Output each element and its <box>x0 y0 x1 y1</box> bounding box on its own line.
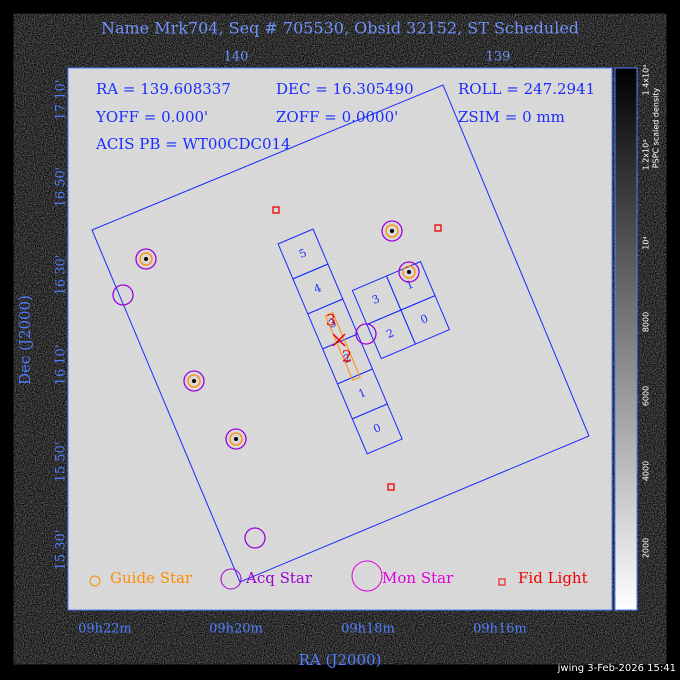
x-tick-label: 09h20m <box>209 622 263 637</box>
chip-label: 4 <box>312 281 324 296</box>
star <box>407 270 411 274</box>
x-tick-label: 09h16m <box>473 622 527 637</box>
star <box>144 257 148 261</box>
info-text: ROLL = 247.2941 <box>458 80 595 98</box>
star <box>192 379 196 383</box>
chip-label: 2 <box>342 351 354 366</box>
y-tick-label: 17 10' <box>54 80 69 121</box>
chip-label: 5 <box>297 246 309 261</box>
star <box>390 229 394 233</box>
legend-label: Guide Star <box>110 569 193 587</box>
info-text: YOFF = 0.000' <box>95 108 208 126</box>
guide-star <box>139 252 153 266</box>
acq-star <box>244 527 266 549</box>
guide-star <box>402 265 416 279</box>
footer: jwing 3-Feb-2026 15:41 <box>557 663 676 674</box>
legend-symbol <box>220 568 242 590</box>
chip <box>351 403 403 455</box>
colorbar-tick-label: 6000 <box>642 386 651 406</box>
legend: Guide Star Acq Star Mon Star Fid Light <box>89 560 588 592</box>
colorbar-tick-label: 10⁴ <box>642 236 651 249</box>
info-text: ACIS PB = WT00CDC014 <box>95 135 291 153</box>
title: Name Mrk704, Seq # 705530, Obsid 32152, … <box>101 19 579 38</box>
stars <box>112 206 442 549</box>
chip-array: 3 1 2 0 <box>351 260 451 360</box>
fid-light <box>387 483 395 491</box>
chip-label: 3 <box>327 316 339 331</box>
x-tick-label: 09h22m <box>78 622 132 637</box>
colorbar-ramp <box>614 67 638 611</box>
legend-symbol <box>498 578 506 586</box>
acq-star <box>381 220 403 242</box>
legend-symbol <box>89 575 101 587</box>
acq-star <box>355 323 377 345</box>
chip-label: 0 <box>371 421 383 436</box>
legend-label: Acq Star <box>245 569 313 587</box>
acq-star <box>398 261 420 283</box>
guide-star <box>187 374 201 388</box>
fid-light <box>434 224 442 232</box>
guide-star <box>385 224 399 238</box>
top-tick-label: 140 <box>224 50 249 65</box>
y-tick-label: 15 30' <box>54 530 69 571</box>
chip-strip: 5 4 3 2 1 0 <box>277 228 403 455</box>
chip-label: 2 <box>342 347 352 366</box>
top-tick-label: 139 <box>486 50 511 65</box>
chip-label: 0 <box>419 312 431 327</box>
chip-label: 1 <box>404 278 416 293</box>
acq-star <box>112 284 134 306</box>
colorbar-label: PSPC scaled density <box>652 88 661 169</box>
colorbar-tick-label: 2000 <box>642 538 651 558</box>
legend-label: Mon Star <box>382 569 454 587</box>
acq-star <box>135 248 157 270</box>
y-axis: 17 10' 16 50' 16 30' 16 10' 15 50' 15 30… <box>16 80 69 571</box>
target-marker <box>332 333 346 347</box>
y-tick-label: 15 50' <box>54 442 69 483</box>
acq-star <box>183 370 205 392</box>
chip-label: 3 <box>370 292 382 307</box>
legend-label: Fid Light <box>518 569 588 587</box>
x-tick-label: 09h18m <box>341 622 395 637</box>
x-axis-label: RA (J2000) <box>299 651 382 669</box>
chip-label: 3 <box>326 311 336 330</box>
y-tick-label: 16 10' <box>54 345 69 386</box>
colorbar-tick-label: 1.2x10⁴ <box>642 140 651 171</box>
fid-light <box>272 206 280 214</box>
legend-symbol <box>351 560 383 592</box>
chip-label: 1 <box>356 386 368 401</box>
guide-star <box>229 432 243 446</box>
chip-label: 2 <box>385 326 397 341</box>
info-text: DEC = 16.305490 <box>276 80 414 98</box>
colorbar-tick-label: 8000 <box>642 312 651 332</box>
chip <box>400 294 451 345</box>
colorbar: 1.4x10⁴ 1.2x10⁴ 10⁴ 8000 6000 4000 2000 … <box>614 65 661 611</box>
colorbar-tick-label: 4000 <box>642 461 651 481</box>
frame <box>67 67 613 611</box>
y-tick-label: 16 30' <box>54 255 69 296</box>
info-text: ZOFF = 0.0000' <box>276 108 398 126</box>
y-tick-label: 16 50' <box>54 167 69 208</box>
x-axis: 09h22m 09h20m 09h18m 09h16m RA (J2000) <box>78 622 527 670</box>
acq-star <box>225 428 247 450</box>
colorbar-tick-label: 1.4x10⁴ <box>642 65 651 96</box>
star <box>234 437 238 441</box>
y-axis-label: Dec (J2000) <box>16 295 34 385</box>
info-text: RA = 139.608337 <box>96 80 231 98</box>
info-text: ZSIM = 0 mm <box>458 108 565 126</box>
sky-image: 5 4 3 2 1 0 3 1 2 0 3 2 <box>67 67 613 611</box>
target-box <box>324 312 361 381</box>
aimpoint <box>324 312 361 381</box>
field-of-view <box>91 84 590 583</box>
